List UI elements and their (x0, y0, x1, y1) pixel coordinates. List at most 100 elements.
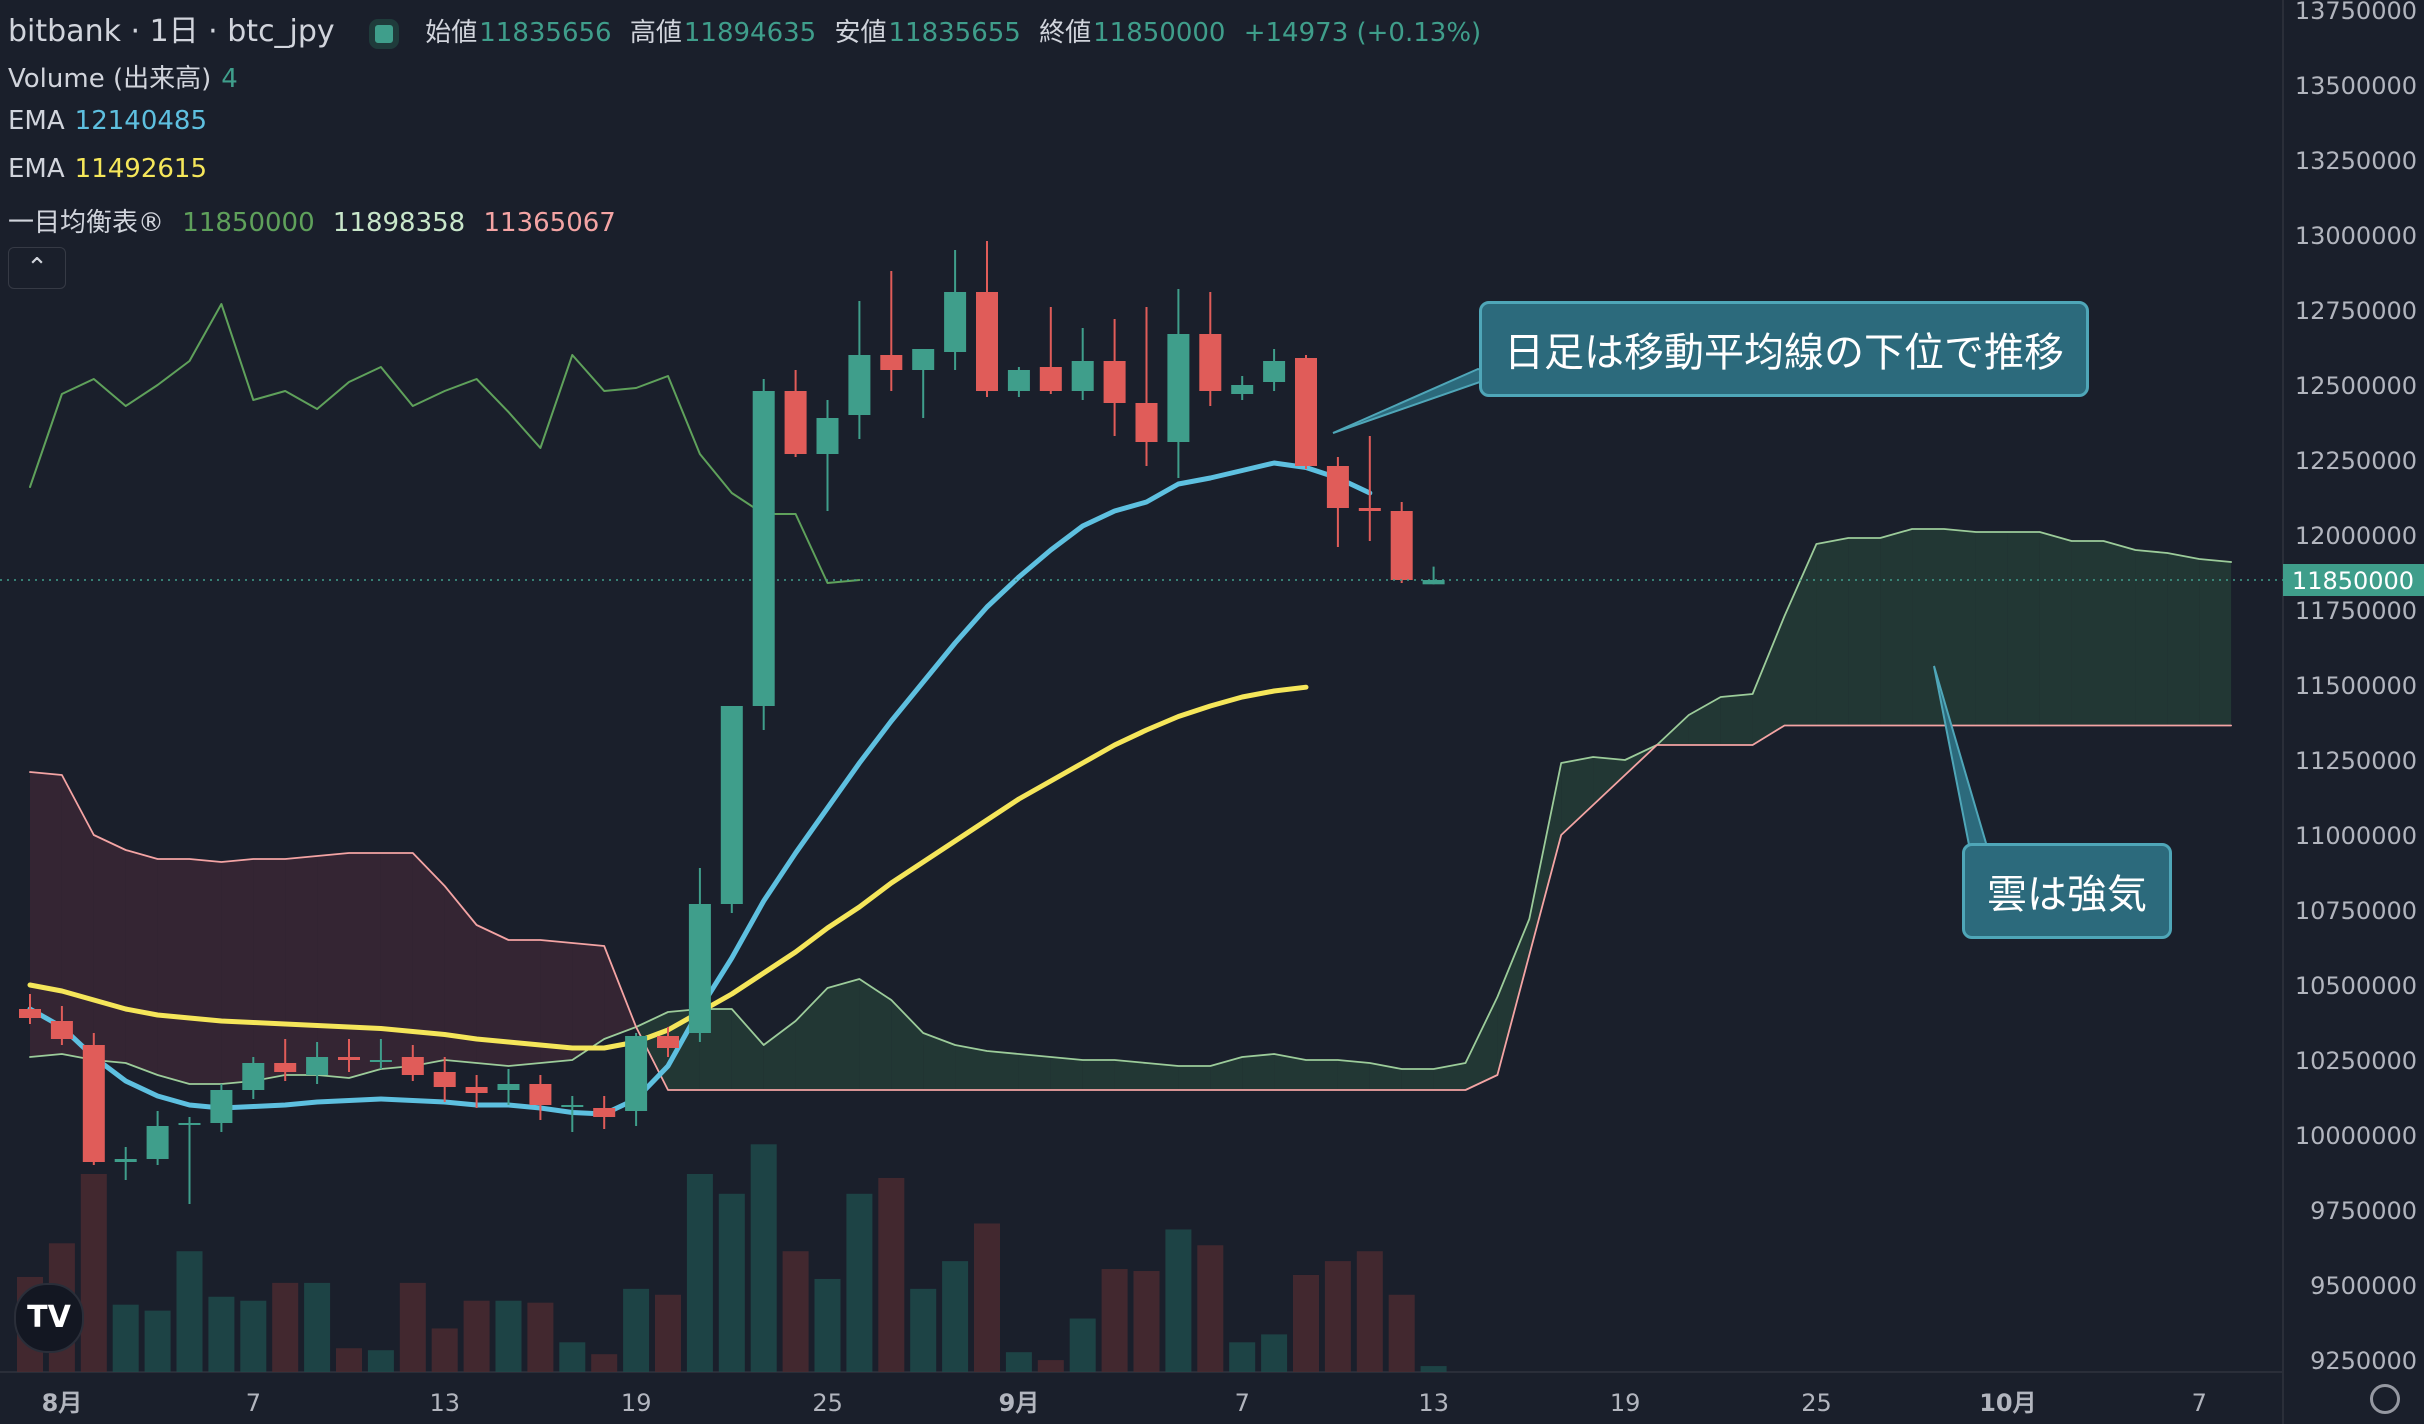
current-price-line: 11850000 (0, 564, 2424, 596)
cloud-segment (2135, 550, 2168, 726)
candle-body (19, 1009, 41, 1018)
volume-label: Volume (出来高) (8, 64, 212, 94)
candle-body (1326, 466, 1349, 508)
symbol-title[interactable]: bitbank · 1日 · btc_jpy (8, 14, 335, 49)
price-tick-label: 10500000 (2295, 972, 2417, 1000)
candle-body (146, 1126, 169, 1159)
ema-slow-legend[interactable]: EMA 11492615 (8, 154, 217, 184)
close-label: 終値 (1039, 18, 1092, 48)
price-tick-label: 12500000 (2295, 372, 2417, 400)
candle-body (369, 1060, 392, 1062)
cloud-segment (1944, 529, 1976, 726)
settings-icon[interactable] (2370, 1384, 2400, 1414)
cloud-segment (476, 925, 509, 1066)
ichimoku-label: 一目均衡表® (8, 208, 165, 238)
cloud-segment (923, 1033, 956, 1090)
ichimoku-cloud (29, 528, 2232, 1091)
volume-bar (272, 1282, 299, 1372)
candles (19, 241, 1445, 1204)
volume-bars (17, 1144, 1447, 1372)
cloud-segment (1210, 1057, 1243, 1090)
price-tick-label: 13750000 (2295, 0, 2417, 25)
candle-body (816, 418, 839, 454)
candle-body (593, 1108, 616, 1117)
volume-bar (208, 1296, 235, 1372)
cloud-segment (125, 850, 158, 1075)
price-tick-label: 11750000 (2295, 597, 2417, 625)
candle-body (1390, 511, 1413, 580)
price-tick-label: 13500000 (2295, 72, 2417, 100)
volume-bar (336, 1348, 362, 1372)
volume-bar (80, 1174, 107, 1372)
cloud-segment (1050, 1057, 1083, 1090)
volume-bar (1101, 1269, 1128, 1372)
high-label: 高値 (629, 18, 682, 48)
cloud-segment (1497, 919, 1530, 1075)
cloud-segment (1880, 529, 1913, 726)
cloud-segment (827, 979, 860, 1090)
candle-body (338, 1057, 360, 1060)
cloud-segment (1178, 1066, 1211, 1090)
volume-bar (655, 1294, 681, 1372)
volume-bar (814, 1278, 841, 1372)
candle-body (433, 1072, 456, 1087)
time-tick-label: 25 (812, 1389, 843, 1417)
volume-bar (240, 1300, 267, 1372)
callout-cloud: 雲は強気 (1962, 843, 2172, 939)
cloud-segment (1337, 1060, 1370, 1090)
cloud-segment (189, 859, 222, 1084)
volume-bar (718, 1193, 745, 1372)
time-tick-label: 7 (1235, 1389, 1250, 1417)
open-value: 11835656 (479, 18, 612, 48)
collapse-legend-button[interactable]: ⌃ (8, 247, 66, 289)
cloud-segment (1816, 538, 1849, 726)
candle-body (465, 1087, 488, 1093)
cloud-segment (2167, 553, 2200, 726)
price-tick-label: 10250000 (2295, 1047, 2417, 1075)
candle-body (912, 349, 935, 370)
cloud-segment (349, 853, 381, 1078)
ema-fast-label: EMA (8, 106, 65, 136)
candle-body (976, 292, 998, 391)
cloud-segment (1306, 1060, 1338, 1090)
candle-body (1422, 580, 1445, 585)
chevron-up-icon: ⌃ (26, 253, 48, 283)
volume-bar (176, 1251, 203, 1372)
volume-bar (686, 1174, 713, 1372)
candle-body (1039, 367, 1062, 391)
volume-bar (144, 1310, 171, 1372)
candle-body (784, 391, 807, 454)
candle-body (82, 1045, 105, 1162)
volume-bar (559, 1342, 586, 1372)
ema-fast-value: 12140485 (74, 106, 207, 136)
cloud-segment (604, 946, 637, 1039)
cloud-segment (859, 979, 892, 1090)
candle-body (274, 1063, 297, 1072)
cloud-segment (2039, 532, 2072, 726)
time-tick-label: 19 (621, 1389, 652, 1417)
cloud-segment (1465, 997, 1498, 1090)
volume-bar (304, 1282, 331, 1372)
volume-legend[interactable]: Volume (出来高) 4 (8, 58, 248, 95)
candle-body (752, 391, 775, 706)
leading-span-a-line (29, 528, 2232, 1085)
time-tick-label: 9月 (999, 1389, 1040, 1417)
cloud-segment (508, 940, 541, 1066)
volume-bar (910, 1288, 937, 1372)
volume-bar (591, 1354, 618, 1372)
tradingview-logo-icon[interactable]: TV (14, 1283, 84, 1353)
cloud-segment (157, 859, 190, 1084)
candle-body (50, 1021, 73, 1039)
candle-body (1135, 403, 1158, 442)
price-tick-label: 11250000 (2295, 747, 2417, 775)
candle-body (1167, 334, 1190, 442)
candle-body (720, 706, 743, 904)
cloud-segment (1784, 544, 1817, 726)
cloud-segment (1146, 1063, 1179, 1090)
volume-bar (1197, 1245, 1224, 1372)
volume-bar (1037, 1360, 1064, 1372)
volume-bar (1229, 1342, 1256, 1372)
ichimoku-legend[interactable]: 一目均衡表® 11850000 11898358 11365067 (8, 202, 626, 239)
ema-fast-legend[interactable]: EMA 12140485 (8, 106, 217, 136)
